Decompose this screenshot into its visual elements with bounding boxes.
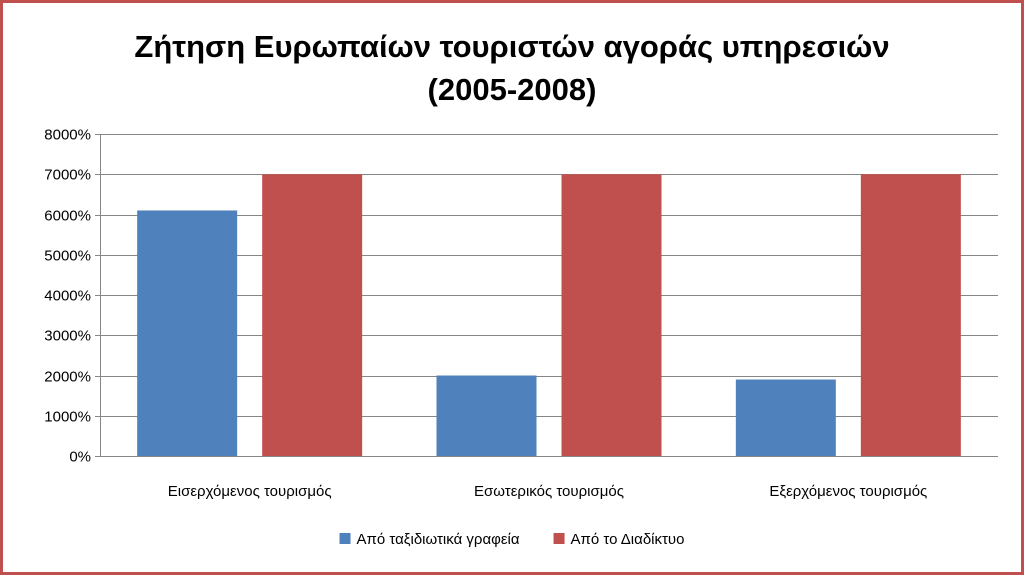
y-tick-label: 6000% xyxy=(44,208,91,225)
chart-title-line-1: Ζήτηση Ευρωπαίων τουριστών αγοράς υπηρεσ… xyxy=(134,29,889,64)
legend: Από ταξιδιωτικά γραφεία Από το Διαδίκτυο xyxy=(339,531,685,548)
y-tick-label: 1000% xyxy=(44,409,91,426)
bar-series-2-cat-1 xyxy=(262,174,363,456)
chart-title-line-2: (2005-2008) xyxy=(428,72,597,107)
legend-swatch-2 xyxy=(553,533,565,544)
x-category-label: Εσωτερικός τουρισμός xyxy=(474,483,624,500)
legend-swatch-1 xyxy=(339,533,351,544)
y-tick-label: 8000% xyxy=(44,127,91,144)
y-tick-label: 7000% xyxy=(44,167,91,184)
bar-series-1-cat-3 xyxy=(735,379,836,456)
y-tick-label: 5000% xyxy=(44,248,91,265)
bars xyxy=(137,174,961,456)
y-tick-label: 0% xyxy=(69,449,91,466)
y-tick-label: 2000% xyxy=(44,369,91,386)
legend-label-2: Από το Διαδίκτυο xyxy=(571,531,685,548)
bar-series-1-cat-1 xyxy=(137,210,238,456)
bar-series-1-cat-2 xyxy=(436,375,537,456)
y-tick-label: 4000% xyxy=(44,288,91,305)
x-axis-categories: Εισερχόμενος τουρισμός Εσωτερικός τουρισμ… xyxy=(168,483,928,500)
x-category-label: Εισερχόμενος τουρισμός xyxy=(168,483,332,500)
gridlines xyxy=(100,134,998,457)
bar-series-2-cat-2 xyxy=(561,174,662,456)
y-axis: 0% 1000% 2000% 3000% 4000% 5000% 6000% 7000% 800… xyxy=(44,127,101,466)
x-category-label: Εξερχόμενος τουρισμός xyxy=(769,483,927,500)
legend-label-1: Από ταξιδιωτικά γραφεία xyxy=(357,531,520,548)
bar-series-2-cat-3 xyxy=(860,174,961,456)
y-tick-label: 3000% xyxy=(44,328,91,345)
